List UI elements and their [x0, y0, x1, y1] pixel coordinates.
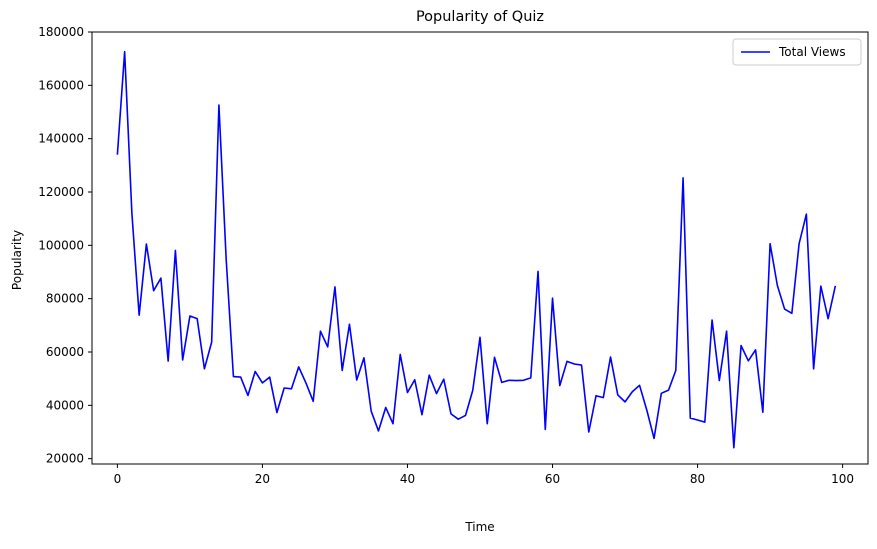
y-axis-label: Popularity: [10, 230, 24, 290]
x-tick-label: 100: [831, 472, 854, 486]
y-tick-label: 60000: [46, 345, 84, 359]
x-axis-label: Time: [464, 520, 494, 534]
y-tick-label: 40000: [46, 398, 84, 412]
x-tick-label: 0: [114, 472, 122, 486]
y-tick-label: 120000: [38, 185, 84, 199]
x-tick-label: 20: [255, 472, 270, 486]
y-tick-label: 160000: [38, 78, 84, 92]
y-tick-label: 80000: [46, 292, 84, 306]
y-axis: 20000 40000 60000 80000 100000 120000 140000 16…: [38, 25, 92, 466]
chart-title: Popularity of Quiz: [416, 9, 544, 25]
x-tick-label: 60: [545, 472, 560, 486]
legend-label: Total Views: [778, 45, 846, 59]
y-tick-label: 100000: [38, 238, 84, 252]
series-line: [116, 50, 837, 449]
x-axis: 0 20 40 60 80 100: [114, 464, 854, 486]
y-tick-label: 140000: [38, 132, 84, 146]
plot-area: [116, 50, 837, 449]
y-tick-label: 180000: [38, 25, 84, 39]
legend: Total Views: [732, 38, 862, 66]
x-tick-label: 80: [690, 472, 705, 486]
plot-frame: [91, 31, 869, 465]
x-tick-label: 40: [400, 472, 415, 486]
legend-box: [732, 38, 862, 66]
y-tick-label: 20000: [46, 452, 84, 466]
